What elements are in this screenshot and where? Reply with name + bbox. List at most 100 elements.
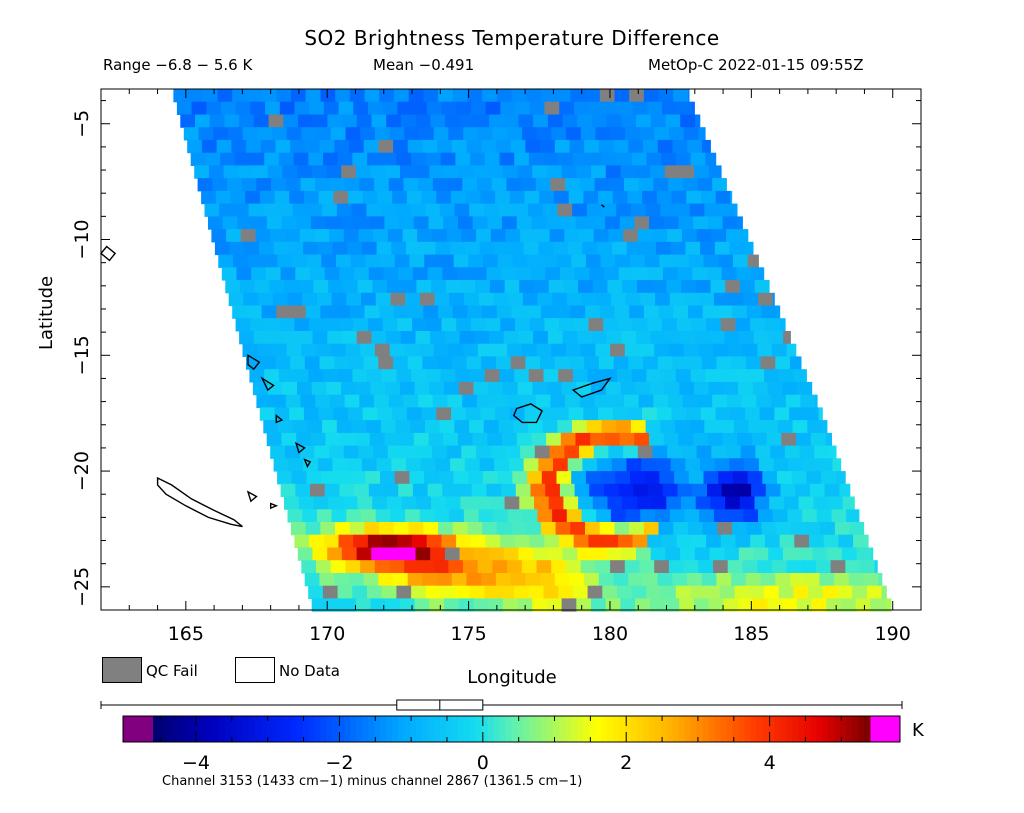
data-pixel (699, 509, 715, 523)
data-pixel (760, 356, 776, 370)
data-pixel (745, 356, 762, 370)
data-pixel (438, 254, 455, 268)
satellite-time-text: MetOp-C 2022-01-15 09:55Z (648, 56, 864, 74)
data-pixel (356, 547, 372, 561)
data-pixel (242, 343, 258, 357)
data-pixel (658, 89, 674, 103)
data-pixel (509, 407, 526, 421)
data-pixel (654, 127, 670, 141)
data-pixel (456, 101, 472, 115)
data-pixel (301, 560, 317, 574)
data-pixel (244, 241, 260, 256)
data-pixel (635, 381, 651, 396)
data-pixel (659, 471, 675, 485)
data-pixel (245, 190, 261, 205)
data-pixel (508, 458, 525, 472)
footnote: Channel 3153 (1433 cm−1) minus channel 2… (162, 774, 583, 789)
data-pixel (312, 114, 328, 128)
data-pixel (351, 203, 367, 217)
data-pixel (520, 445, 536, 459)
data-pixel (397, 318, 413, 332)
data-pixel (481, 573, 497, 587)
data-pixel (611, 241, 628, 256)
distribution-box (396, 699, 484, 711)
data-pixel (743, 292, 759, 307)
data-pixel (463, 127, 479, 141)
data-pixel (437, 139, 453, 154)
data-pixel (269, 280, 285, 294)
data-pixel (800, 394, 816, 408)
data-pixel (649, 216, 665, 230)
data-pixel (365, 254, 381, 268)
data-pixel (573, 534, 589, 548)
data-pixel (308, 585, 324, 599)
data-pixel (509, 241, 525, 256)
data-pixel (732, 522, 748, 536)
data-pixel (687, 139, 703, 154)
data-pixel (302, 509, 318, 523)
data-pixel (698, 127, 706, 141)
data-pixel (230, 190, 246, 205)
no-data-swatch (235, 657, 275, 683)
data-pixel (521, 178, 537, 192)
data-pixel (684, 509, 700, 523)
data-pixel (294, 534, 310, 548)
qc-fail-label: QC Fail (146, 662, 198, 680)
data-pixel (598, 190, 614, 205)
data-pixel (209, 114, 225, 128)
data-pixel (782, 598, 798, 612)
data-pixel (194, 165, 210, 179)
data-pixel (422, 356, 438, 370)
data-pixel (453, 254, 469, 268)
data-pixel (405, 292, 421, 307)
data-pixel (559, 318, 575, 332)
data-pixel (310, 432, 327, 447)
data-pixel (466, 139, 482, 154)
data-pixel (277, 254, 293, 268)
data-pixel (344, 394, 360, 408)
data-pixel (451, 139, 468, 154)
data-pixel (665, 331, 681, 345)
data-pixel (802, 509, 818, 523)
data-pixel (669, 127, 685, 141)
data-pixel (282, 381, 298, 396)
data-pixel (628, 573, 644, 587)
data-pixel (264, 369, 280, 383)
colorbar-tick-label: −4 (182, 752, 210, 774)
data-pixel (360, 127, 376, 141)
data-pixel (425, 203, 441, 217)
data-pixel (451, 356, 468, 370)
data-pixel (340, 216, 356, 230)
data-pixel (418, 560, 435, 574)
data-pixel (380, 471, 396, 485)
data-pixel (629, 305, 645, 319)
data-pixel (820, 522, 836, 536)
data-pixel (733, 254, 749, 268)
swath-data (173, 89, 892, 612)
data-pixel (725, 280, 741, 294)
data-pixel (561, 598, 577, 612)
data-pixel (434, 292, 450, 307)
data-pixel (284, 280, 300, 294)
data-pixel (406, 407, 423, 421)
data-pixel (233, 254, 249, 268)
data-pixel (680, 114, 696, 128)
data-pixel (603, 101, 619, 115)
data-pixel (466, 573, 482, 587)
data-pixel (482, 471, 499, 485)
data-pixel (711, 445, 727, 459)
data-pixel (542, 420, 558, 434)
data-pixel (721, 267, 737, 281)
data-pixel (824, 483, 840, 498)
data-pixel (677, 267, 693, 281)
data-pixel (681, 229, 698, 243)
data-pixel (267, 165, 283, 179)
data-pixel (643, 139, 659, 154)
data-pixel (697, 394, 713, 408)
data-pixel (297, 165, 313, 179)
data-pixel (647, 101, 663, 115)
data-pixel (693, 598, 710, 612)
data-pixel (783, 496, 800, 510)
data-pixel (584, 573, 600, 587)
data-pixel (427, 267, 443, 281)
